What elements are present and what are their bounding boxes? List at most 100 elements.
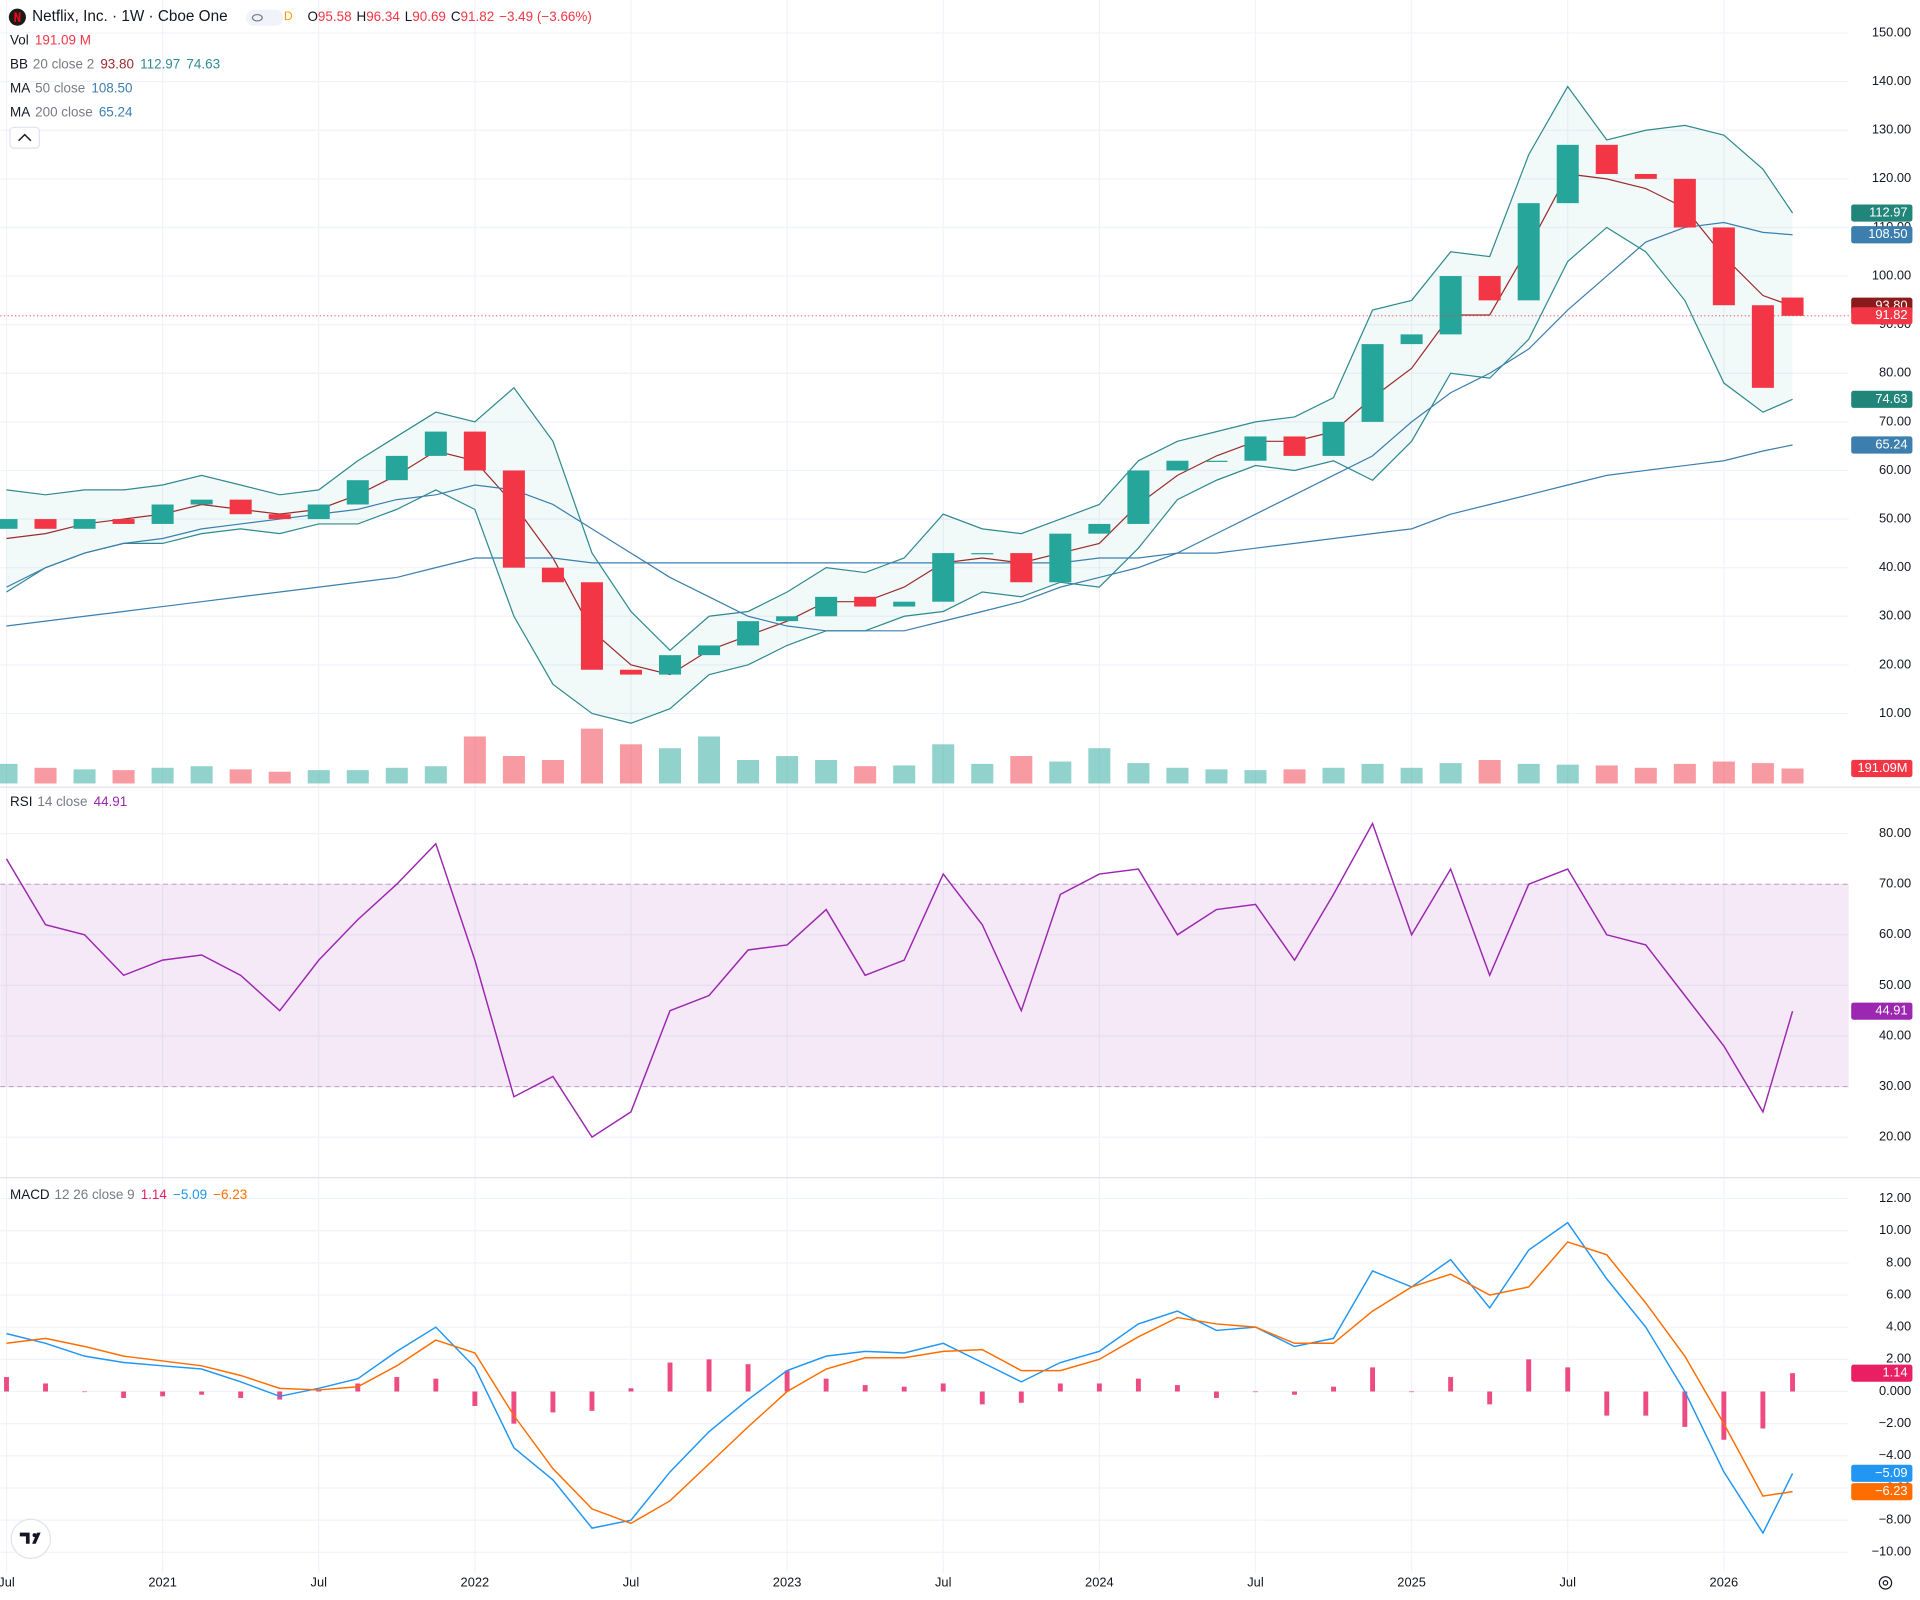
histogram-bar (355, 1383, 361, 1392)
volume-bar (698, 736, 721, 784)
candle (34, 519, 57, 529)
candle (346, 480, 369, 505)
histogram-bar (901, 1386, 907, 1392)
collapse-button[interactable] (9, 126, 41, 149)
header: Netflix, Inc. · 1W · Cboe One D O95.58 H96.… (32, 8, 592, 25)
volume-bar (1361, 763, 1384, 784)
axis-layer: Jul 2021 Jul 2022 Jul 2023 Jul 2024 Jul 2025 Jul 20… (0, 24, 1913, 1589)
price-tag (1851, 1364, 1913, 1382)
histogram-bar (316, 1389, 322, 1392)
legend-value: −5.09 (173, 1186, 207, 1201)
volume-bar (1478, 759, 1501, 784)
legend-value: 74.63 (186, 56, 220, 71)
volume-bar (737, 759, 760, 784)
badge: D (284, 9, 293, 23)
legend-row: MA 200 close 65.24 (10, 104, 133, 119)
histogram-bar (238, 1391, 244, 1398)
candle (502, 470, 525, 568)
volume-bar (34, 767, 57, 784)
volume-bar (502, 756, 525, 784)
symbol-logo (8, 8, 26, 26)
y-tick-label: 2.00 (1886, 1351, 1911, 1366)
histogram-bar (979, 1391, 985, 1405)
x-tick-label: 2024 (1085, 1574, 1114, 1589)
price-tag (1851, 226, 1913, 244)
candle (658, 655, 682, 675)
candle (385, 455, 408, 481)
legend-row: BB 20 close 2 93.80 112.97 74.63 (10, 56, 220, 71)
candle (971, 553, 994, 555)
histogram-bar (706, 1359, 712, 1392)
legend-value: 108.50 (91, 80, 132, 95)
settings-icon[interactable] (1878, 1576, 1893, 1590)
candle (1049, 533, 1072, 583)
candle (1127, 470, 1150, 524)
volume-bar (1088, 748, 1111, 784)
volume-bar (541, 759, 564, 784)
legend-name: RSI (10, 793, 32, 808)
y-tick-label: 70.00 (1879, 876, 1911, 891)
candle (1517, 203, 1540, 301)
legend-row: MACD 12 26 close 9 1.14 −5.09 −6.23 (10, 1186, 247, 1201)
ohlc-key: C (451, 9, 461, 24)
histogram-bar (745, 1364, 751, 1392)
legend-name: MA (10, 104, 30, 119)
volume-bar (0, 763, 18, 784)
legend-value: 191.09 M (35, 32, 91, 47)
histogram-bar (1135, 1378, 1141, 1392)
legend-name: Vol (10, 32, 29, 47)
legend-name: MACD (10, 1186, 50, 1201)
x-tick-label: Jul (311, 1574, 327, 1589)
volume-bar (1283, 769, 1306, 784)
visibility-icon[interactable] (246, 9, 284, 26)
candle (424, 431, 447, 456)
y-tick-label: 8.00 (1886, 1254, 1911, 1269)
volume-bar (385, 767, 408, 784)
legend-value: −6.23 (213, 1186, 247, 1201)
tradingview-logo[interactable] (10, 1518, 52, 1559)
candle (73, 519, 96, 529)
y-tick-label: 30.00 (1879, 1078, 1911, 1093)
price-tag-label: 112.97 (1869, 204, 1907, 219)
bb-fill (6, 86, 1793, 724)
candle (1205, 460, 1228, 462)
histogram-bar (1526, 1359, 1532, 1392)
indicator-line (5, 821, 1794, 1139)
candle (1283, 436, 1306, 456)
y-tick-label: 70.00 (1879, 413, 1911, 428)
volume-bar (580, 728, 603, 784)
volume-bar (1712, 761, 1735, 784)
price-tag-label: 44.91 (1875, 1003, 1907, 1018)
y-tick-label: 40.00 (1879, 559, 1911, 574)
histogram-bar (1565, 1367, 1571, 1392)
candle (229, 499, 252, 515)
volume-bar (776, 756, 799, 784)
histogram-bar (1604, 1391, 1610, 1416)
candle (1400, 334, 1423, 345)
legend-params: 14 close (37, 793, 87, 808)
histogram-bar (1096, 1383, 1102, 1392)
ohlc-value: 91.82 (461, 9, 495, 24)
indicator-line (6, 221, 1793, 632)
volume-bar (971, 763, 994, 784)
y-tick-label: 100.00 (1872, 267, 1911, 282)
y-tick-label: 140.00 (1872, 73, 1911, 88)
y-tick-label: 6.00 (1886, 1286, 1911, 1301)
histogram-bar (1331, 1386, 1336, 1392)
rsi-band (0, 884, 1849, 1087)
candle (190, 499, 213, 505)
volume-bar (1634, 767, 1657, 784)
candle (932, 553, 955, 602)
histogram-bar (1487, 1391, 1493, 1405)
histogram-bar (940, 1383, 946, 1392)
legend-row: Vol 191.09 M (10, 32, 91, 47)
volume-bar (1595, 765, 1618, 784)
volume-bar (1751, 763, 1774, 784)
volume-bar (307, 770, 330, 784)
price-tag-label: −5.09 (1875, 1465, 1908, 1480)
volume-bar (190, 766, 213, 784)
legend-params: 12 26 close 9 (55, 1186, 135, 1201)
histogram-bar (550, 1391, 556, 1413)
price-tag-label: 191.09M (1858, 760, 1908, 775)
histogram-bar (4, 1377, 9, 1392)
